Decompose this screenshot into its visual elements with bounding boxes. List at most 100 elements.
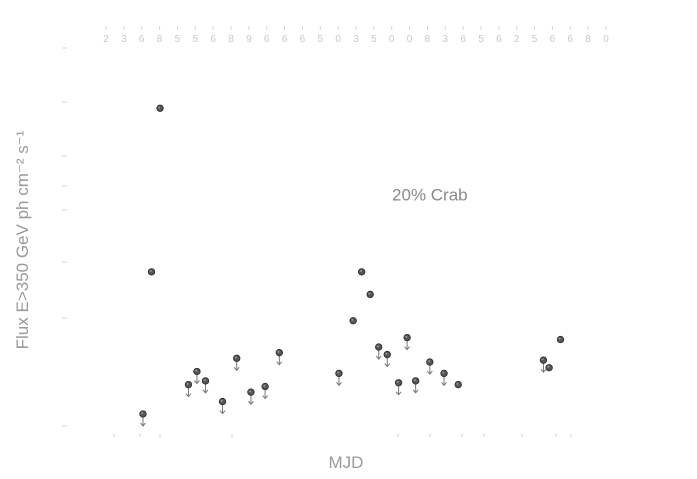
data-point-highlight	[385, 352, 388, 355]
top-axis-tick-label: 2	[103, 34, 109, 45]
upper-limit-arrow	[262, 395, 269, 400]
chart-annotations: 20% Crab	[392, 185, 468, 204]
data-point	[147, 268, 156, 276]
data-point-highlight	[186, 382, 189, 385]
data-point-highlight	[456, 382, 459, 385]
data-point	[261, 382, 269, 391]
upper-limit-arrow	[426, 370, 433, 375]
upper-limit-arrow	[412, 389, 419, 394]
data-point	[247, 388, 255, 396]
data-point	[275, 349, 283, 357]
upper-limit-arrow	[248, 400, 254, 405]
data-point-highlight	[337, 371, 340, 374]
data-point	[358, 268, 366, 276]
data-point-highlight	[203, 379, 206, 382]
upper-limit-arrow	[404, 346, 411, 351]
data-point	[156, 104, 164, 112]
data-point-highlight	[359, 270, 362, 273]
data-point-highlight	[277, 350, 280, 353]
data-point-highlight	[249, 390, 252, 393]
upper-limit-arrow	[233, 366, 240, 372]
top-axis-tick-label: 8	[157, 34, 163, 45]
data-point-highlight	[368, 292, 371, 295]
upper-limit-arrow	[375, 355, 382, 360]
top-axis-tick-label: 5	[532, 34, 538, 45]
upper-limit-arrow	[441, 382, 447, 387]
data-point	[193, 367, 201, 376]
data-point-highlight	[396, 380, 399, 383]
data-point	[545, 364, 553, 372]
upper-limit-arrow	[194, 380, 200, 385]
data-point-highlight	[428, 360, 431, 363]
data-points	[139, 104, 565, 427]
data-point-highlight	[547, 365, 550, 368]
data-point	[366, 290, 374, 299]
data-point-highlight	[376, 345, 379, 348]
upper-limit-arrow	[276, 361, 283, 366]
data-point-highlight	[234, 356, 237, 359]
upper-limit-arrow	[395, 391, 402, 396]
top-axis-tick-label: 6	[264, 34, 270, 45]
top-axis-tick-label: 6	[139, 34, 145, 45]
data-point-highlight	[351, 318, 354, 321]
y-axis-ticks	[62, 47, 67, 427]
top-axis-tick-label: 6	[460, 34, 466, 45]
upper-limit-arrow	[540, 368, 547, 373]
data-point	[440, 369, 448, 378]
data-point-highlight	[541, 358, 544, 361]
data-point	[201, 377, 210, 385]
top-axis-tick-label: 5	[193, 34, 199, 45]
data-point	[383, 350, 391, 359]
upper-limit-arrow	[336, 382, 342, 387]
data-point-highlight	[442, 371, 445, 374]
data-point-highlight	[149, 270, 152, 273]
top-axis-tick-label: 8	[585, 34, 591, 45]
data-point-highlight	[158, 106, 161, 109]
y-axis-title: Flux E>350 GeV ph cm⁻² s⁻¹	[13, 130, 32, 349]
data-point	[218, 397, 227, 406]
top-axis-tick-label: 5	[318, 34, 324, 45]
data-point	[184, 380, 193, 389]
data-point	[556, 335, 565, 344]
data-point	[139, 410, 147, 418]
data-point-highlight	[413, 379, 416, 382]
top-axis-tick-label: 0	[335, 34, 341, 45]
data-point	[335, 369, 343, 378]
top-axis-tick-label: 6	[282, 34, 288, 45]
top-axis-tick-label: 5	[371, 34, 377, 45]
data-point-highlight	[263, 384, 266, 387]
top-axis-tick-label: 6	[496, 34, 502, 45]
top-axis-tick-label: 5	[175, 34, 181, 45]
top-axis-tick-label: 8	[228, 34, 234, 45]
upper-limit-arrow	[140, 422, 146, 427]
upper-limit-arrow	[219, 410, 226, 415]
top-axis-tick-label: 6	[568, 34, 574, 45]
data-point	[349, 317, 357, 325]
data-point	[403, 333, 411, 342]
top-axis-tick-label: 3	[121, 34, 127, 45]
upper-limit-arrow	[185, 393, 192, 398]
top-axis-tick-label: 8	[425, 34, 431, 45]
data-point-highlight	[405, 335, 408, 338]
top-axis-tick-label: 6	[300, 34, 306, 45]
top-axis-tick-label: 5	[478, 34, 484, 45]
data-point	[394, 379, 403, 387]
data-point	[233, 354, 241, 362]
top-axis-tick-label: 6	[210, 34, 216, 45]
top-axis-tick-label: 6	[550, 34, 556, 45]
top-axis-tick-label: 3	[443, 34, 449, 45]
top-axis-tick-label: 0	[389, 34, 395, 45]
data-point	[426, 358, 434, 366]
top-axis-tick-label: 9	[246, 34, 252, 45]
data-point	[454, 380, 462, 389]
data-point-highlight	[558, 337, 561, 340]
data-point	[375, 343, 383, 351]
data-point-highlight	[220, 399, 223, 402]
data-point	[411, 377, 420, 385]
top-axis-tick-label: 0	[603, 34, 609, 45]
data-point	[539, 356, 548, 364]
top-axis-tick-label: 2	[514, 34, 520, 45]
x-axis-ticks	[113, 434, 572, 437]
